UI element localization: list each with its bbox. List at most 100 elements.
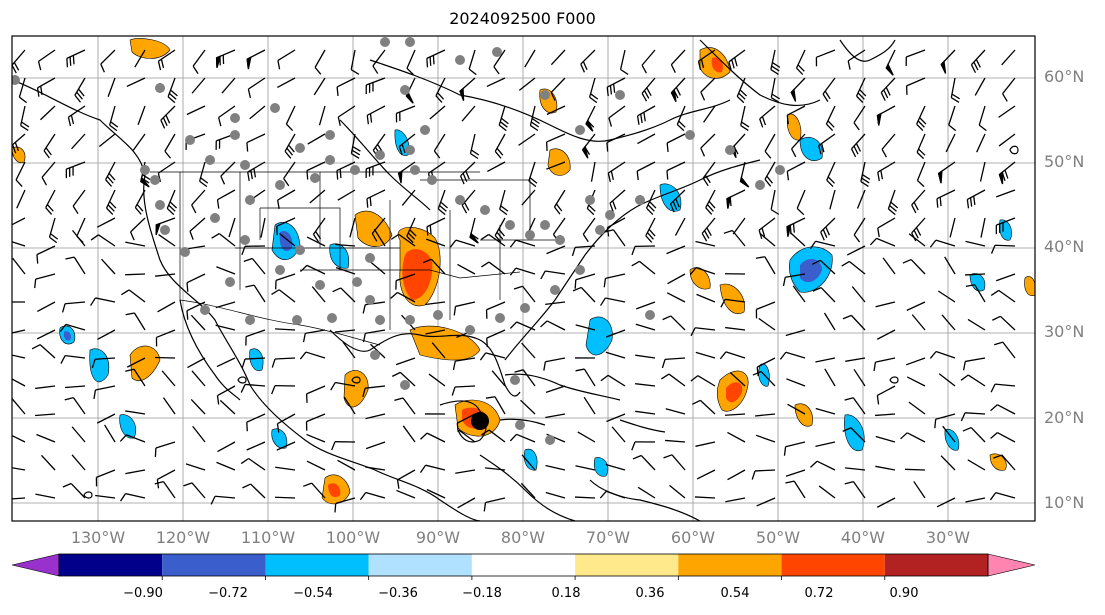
wind-barb (485, 396, 506, 415)
observation-dot (325, 155, 335, 165)
wind-barb (371, 217, 386, 242)
wind-barb (815, 407, 836, 415)
wind-barb (12, 467, 26, 471)
wind-barb (71, 454, 86, 471)
observation-dot (575, 265, 585, 275)
observation-dot (325, 130, 335, 140)
wind-barb (877, 161, 896, 182)
wind-barb (189, 217, 206, 240)
wind-barb (518, 77, 536, 91)
wind-barb (305, 413, 326, 431)
wind-barb (690, 327, 716, 337)
observation-dot (455, 195, 465, 205)
wind-barb (129, 217, 146, 241)
wind-barb (783, 441, 806, 456)
wind-barb (606, 217, 626, 237)
colorbar-label: −0.36 (378, 586, 418, 601)
wind-barb (431, 342, 446, 359)
wind-barb (499, 189, 509, 216)
wind-barb (390, 233, 416, 247)
wind-barb (76, 217, 86, 244)
wind-barb (132, 133, 146, 151)
wind-barb (479, 352, 506, 361)
wind-barb (365, 77, 386, 95)
observation-dot (685, 130, 695, 140)
map-title: 2024092500 F000 (449, 9, 596, 28)
wind-barb (43, 133, 56, 159)
wind-barb (960, 374, 986, 387)
wind-barb (125, 410, 146, 415)
wind-barb (913, 481, 926, 499)
wind-barb (332, 287, 356, 303)
lon-label-60w: 60°W (670, 528, 716, 547)
wind-barb (313, 77, 326, 96)
wind-barb (161, 370, 176, 387)
lat-label-30n: 30°N (1044, 322, 1085, 341)
wind-barb (65, 161, 86, 179)
wind-barb (940, 49, 956, 74)
wind-barb (372, 49, 386, 74)
wind-barb (990, 383, 1016, 393)
wind-barb (700, 77, 716, 101)
wind-barb (242, 483, 266, 499)
wind-barb (942, 425, 956, 443)
wind-barb (815, 441, 836, 447)
wind-barb (785, 480, 806, 499)
wind-barb (992, 315, 1016, 331)
wind-barb (851, 286, 866, 303)
wind-barb (875, 435, 896, 443)
wind-barb (246, 49, 266, 70)
wind-barb (841, 260, 866, 275)
wind-barb (125, 368, 146, 387)
wind-barb (825, 105, 836, 132)
wind-barb (362, 301, 386, 314)
observation-dot (555, 235, 565, 245)
wind-barb (337, 459, 356, 471)
observation-dot (495, 313, 505, 323)
wind-barb (72, 189, 86, 215)
wind-barb (349, 217, 356, 238)
observation-dot (505, 220, 515, 230)
observation-dot (410, 165, 420, 175)
wind-barb (850, 133, 866, 158)
observation-dot (405, 37, 415, 47)
wind-barb (483, 497, 506, 512)
wind-barb (937, 290, 956, 303)
wind-barb (394, 397, 416, 415)
colorbar-label: −0.18 (462, 586, 502, 601)
wind-barb (95, 469, 116, 487)
wind-barb (494, 133, 506, 159)
wind-barb (666, 133, 686, 153)
wind-barb (845, 357, 866, 362)
wind-barb (247, 161, 266, 182)
wind-barb (786, 105, 806, 125)
wind-barb (792, 285, 806, 303)
wind-barb (186, 301, 206, 320)
wind-barb (164, 133, 176, 159)
wind-barb (905, 357, 926, 366)
observation-dot (420, 125, 430, 135)
gridlines (12, 36, 1035, 521)
wind-barb (790, 77, 806, 102)
observation-dot (585, 195, 595, 205)
wind-barb (521, 342, 536, 359)
wind-barb (365, 466, 386, 471)
wind-barb (842, 427, 866, 443)
political-borders (150, 171, 560, 346)
wind-barb (216, 266, 236, 275)
wind-barb (245, 284, 266, 303)
wind-barb (12, 497, 26, 500)
wind-barb (157, 301, 176, 313)
wind-barb (545, 464, 566, 471)
wind-barb (911, 189, 926, 214)
wind-barb (306, 161, 326, 180)
wind-barb (964, 273, 986, 276)
wind-barb (124, 273, 146, 276)
wind-barb (877, 217, 896, 238)
observation-dot (540, 90, 550, 100)
wind-barb (976, 133, 986, 153)
wind-barb (35, 385, 56, 390)
wind-barb (36, 245, 56, 264)
colorbar-segment (162, 554, 266, 576)
wind-barb (674, 217, 686, 236)
